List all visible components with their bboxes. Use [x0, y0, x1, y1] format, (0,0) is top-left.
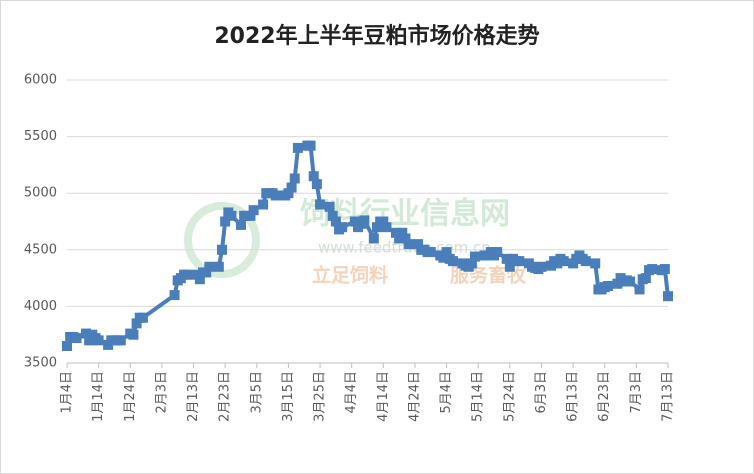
- point-marker: [283, 188, 294, 199]
- x-tick-label: 2月3日: [154, 371, 169, 414]
- watermark-slogan: 立足饲料: [312, 264, 388, 287]
- point-marker: [612, 278, 623, 289]
- x-tick-label: 2月23日: [218, 371, 233, 422]
- x-tick-label: 5月4日: [439, 371, 454, 414]
- point-marker: [220, 216, 231, 227]
- y-tick-label: 4500: [24, 242, 57, 257]
- point-marker: [536, 261, 547, 272]
- point-marker: [425, 247, 436, 258]
- point-marker: [466, 258, 477, 269]
- x-tick-label: 1月4日: [60, 371, 75, 414]
- point-marker: [647, 264, 658, 275]
- x-tick-label: 4月14日: [376, 371, 391, 422]
- point-marker: [194, 274, 205, 285]
- watermark-logo: [184, 202, 260, 278]
- x-tick-label: 3月5日: [249, 371, 264, 414]
- point-marker: [640, 273, 651, 284]
- x-tick-label: 7月3日: [629, 371, 644, 414]
- point-marker: [226, 210, 237, 221]
- x-tick-label: 3月15日: [281, 371, 296, 422]
- point-marker: [131, 318, 142, 329]
- point-marker: [115, 335, 126, 346]
- point-marker: [470, 251, 481, 262]
- point-marker: [286, 182, 297, 193]
- point-marker: [324, 201, 335, 212]
- point-marker: [441, 247, 452, 258]
- x-tick-label: 6月23日: [597, 371, 612, 422]
- point-marker: [128, 329, 139, 340]
- x-tick-label: 6月13日: [566, 371, 581, 422]
- point-marker: [368, 233, 379, 244]
- x-tick-label: 3月25日: [313, 371, 328, 422]
- point-marker: [62, 341, 72, 352]
- point-marker: [381, 222, 392, 233]
- point-marker: [337, 222, 348, 233]
- point-marker: [447, 256, 458, 267]
- point-marker: [80, 328, 91, 339]
- point-marker: [390, 227, 401, 238]
- x-tick-label: 5月24日: [502, 371, 517, 422]
- point-marker: [204, 261, 215, 272]
- point-marker: [514, 256, 525, 267]
- y-tick-label: 3500: [24, 356, 57, 371]
- point-marker: [397, 227, 408, 238]
- point-marker: [213, 261, 224, 272]
- x-tick-label: 6月3日: [534, 371, 549, 414]
- x-tick-label: 4月24日: [407, 371, 422, 422]
- y-tick-label: 6000: [24, 73, 57, 88]
- point-marker: [602, 281, 613, 292]
- y-tick-label: 5500: [24, 129, 57, 144]
- point-marker: [558, 256, 569, 267]
- point-marker: [311, 179, 322, 190]
- point-marker: [289, 173, 300, 184]
- point-marker: [305, 140, 316, 151]
- y-tick-label: 5000: [24, 186, 57, 201]
- point-marker: [270, 190, 281, 201]
- point-marker: [659, 264, 670, 275]
- point-marker: [315, 199, 326, 210]
- point-marker: [93, 335, 104, 346]
- point-marker: [378, 216, 389, 227]
- point-marker: [359, 215, 370, 226]
- point-marker: [71, 333, 82, 344]
- point-marker: [292, 142, 303, 153]
- point-marker: [413, 239, 424, 250]
- point-marker: [400, 233, 411, 244]
- point-marker: [501, 253, 512, 264]
- point-marker: [327, 210, 338, 221]
- x-tick-label: 2月13日: [186, 371, 201, 422]
- point-marker: [438, 252, 449, 263]
- point-marker: [137, 312, 148, 323]
- point-marker: [349, 216, 360, 227]
- point-marker: [169, 290, 180, 301]
- point-marker: [634, 284, 645, 295]
- x-tick-label: 7月13日: [661, 371, 676, 422]
- point-marker: [182, 269, 193, 280]
- point-marker: [371, 222, 382, 233]
- point-marker: [590, 258, 601, 269]
- point-marker: [84, 335, 95, 346]
- point-marker: [492, 247, 503, 258]
- point-marker: [663, 291, 673, 302]
- point-marker: [394, 233, 405, 244]
- point-marker: [248, 205, 259, 216]
- point-marker: [258, 199, 269, 210]
- x-tick-label: 4月4日: [344, 371, 359, 414]
- y-tick-label: 4000: [24, 299, 57, 314]
- point-marker: [625, 276, 636, 287]
- x-tick-label: 1月14日: [91, 371, 106, 422]
- point-marker: [504, 261, 515, 272]
- point-marker: [308, 171, 319, 182]
- point-marker: [201, 267, 212, 278]
- point-marker: [245, 210, 256, 221]
- x-tick-label: 1月24日: [123, 371, 138, 422]
- point-marker: [403, 239, 414, 250]
- point-marker: [330, 216, 341, 227]
- x-tick-label: 5月14日: [471, 371, 486, 422]
- chart-title: 2022年上半年豆粕市场价格走势: [214, 23, 539, 49]
- point-marker: [580, 256, 591, 267]
- point-marker: [216, 244, 227, 255]
- point-marker: [235, 219, 246, 230]
